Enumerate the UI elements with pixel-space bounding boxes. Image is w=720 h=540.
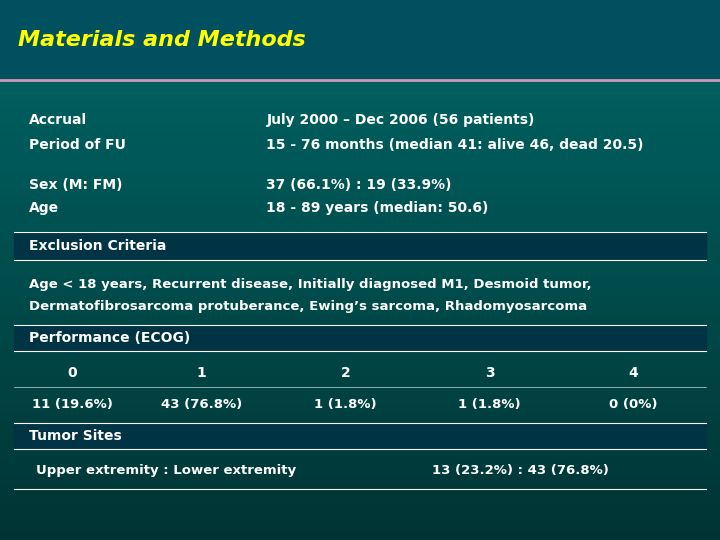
Bar <box>0 351 720 360</box>
Bar <box>0 288 720 297</box>
Text: July 2000 – Dec 2006 (56 patients): July 2000 – Dec 2006 (56 patients) <box>266 113 535 127</box>
Bar <box>0 414 720 423</box>
Text: Upper extremity : Lower extremity: Upper extremity : Lower extremity <box>36 464 296 477</box>
Text: Tumor Sites: Tumor Sites <box>29 429 122 443</box>
Bar <box>0 36 720 45</box>
Bar <box>0 18 720 27</box>
Bar <box>0 225 720 234</box>
Text: Age < 18 years, Recurrent disease, Initially diagnosed M1, Desmoid tumor,: Age < 18 years, Recurrent disease, Initi… <box>29 279 591 292</box>
Bar <box>0 315 720 324</box>
Bar <box>0 495 720 504</box>
Bar <box>0 405 720 414</box>
Text: Period of FU: Period of FU <box>29 138 126 152</box>
Text: 1: 1 <box>197 366 207 380</box>
Bar <box>0 216 720 225</box>
Text: Performance (ECOG): Performance (ECOG) <box>29 331 190 345</box>
Text: Sex (M: FM): Sex (M: FM) <box>29 178 122 192</box>
Text: 11 (19.6%): 11 (19.6%) <box>32 399 112 411</box>
Bar <box>0 432 720 441</box>
Text: 0: 0 <box>67 366 77 380</box>
Bar <box>0 27 720 36</box>
Bar <box>0 279 720 288</box>
Bar <box>0 180 720 189</box>
Bar <box>0 531 720 540</box>
Text: Exclusion Criteria: Exclusion Criteria <box>29 239 166 253</box>
Text: 4: 4 <box>629 366 639 380</box>
Bar <box>0 468 720 477</box>
Bar <box>0 126 720 135</box>
Bar <box>0 486 720 495</box>
Bar <box>0 90 720 99</box>
Bar <box>0 162 720 171</box>
Bar <box>0 81 720 90</box>
Bar <box>0 423 720 432</box>
Text: 1 (1.8%): 1 (1.8%) <box>315 399 377 411</box>
Bar <box>0 306 720 315</box>
Bar <box>14 232 706 260</box>
Bar <box>0 522 720 531</box>
Bar <box>0 45 720 54</box>
Bar <box>0 144 720 153</box>
Bar <box>0 108 720 117</box>
Bar <box>0 117 720 126</box>
Bar <box>0 171 720 180</box>
Bar <box>0 198 720 207</box>
Bar <box>0 54 720 63</box>
Text: 15 - 76 months (median 41: alive 46, dead 20.5): 15 - 76 months (median 41: alive 46, dea… <box>266 138 644 152</box>
Bar <box>0 0 720 80</box>
Bar <box>0 63 720 72</box>
Bar <box>0 261 720 270</box>
Bar <box>0 396 720 405</box>
Bar <box>0 0 720 9</box>
Text: Materials and Methods: Materials and Methods <box>18 30 306 50</box>
Text: 37 (66.1%) : 19 (33.9%): 37 (66.1%) : 19 (33.9%) <box>266 178 452 192</box>
Bar <box>0 135 720 144</box>
Bar <box>0 72 720 81</box>
Bar <box>0 477 720 486</box>
Text: 43 (76.8%): 43 (76.8%) <box>161 399 242 411</box>
Bar <box>0 153 720 162</box>
Bar <box>0 378 720 387</box>
Text: 13 (23.2%) : 43 (76.8%): 13 (23.2%) : 43 (76.8%) <box>432 464 609 477</box>
Bar <box>0 441 720 450</box>
Bar <box>0 297 720 306</box>
Text: 2: 2 <box>341 366 351 380</box>
Bar <box>0 207 720 216</box>
Bar <box>0 342 720 351</box>
Bar <box>0 513 720 522</box>
Bar <box>0 333 720 342</box>
Bar <box>0 387 720 396</box>
Bar <box>0 270 720 279</box>
Bar <box>0 450 720 459</box>
Bar <box>0 189 720 198</box>
Text: 1 (1.8%): 1 (1.8%) <box>459 399 521 411</box>
Bar <box>0 504 720 513</box>
Bar <box>0 9 720 18</box>
Text: 0 (0%): 0 (0%) <box>609 399 658 411</box>
Text: Accrual: Accrual <box>29 113 87 127</box>
Text: 3: 3 <box>485 366 495 380</box>
Bar <box>0 243 720 252</box>
Bar <box>0 99 720 108</box>
Text: Age: Age <box>29 201 59 215</box>
Bar <box>0 369 720 378</box>
Bar <box>0 459 720 468</box>
Text: Dermatofibrosarcoma protuberance, Ewing’s sarcoma, Rhadomyosarcoma: Dermatofibrosarcoma protuberance, Ewing’… <box>29 300 587 314</box>
Bar <box>0 360 720 369</box>
Text: 18 - 89 years (median: 50.6): 18 - 89 years (median: 50.6) <box>266 201 489 215</box>
Bar <box>0 252 720 261</box>
Bar <box>14 423 706 449</box>
Bar <box>0 234 720 243</box>
Bar <box>14 325 706 351</box>
Bar <box>0 324 720 333</box>
